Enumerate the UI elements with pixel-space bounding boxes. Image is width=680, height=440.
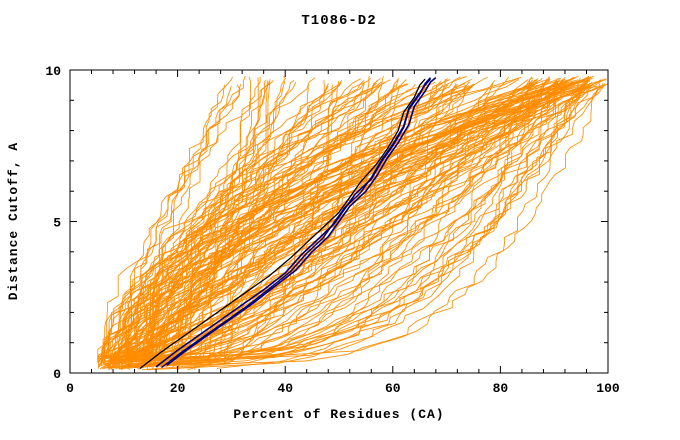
prediction-curve (175, 79, 607, 369)
prediction-curve (155, 82, 591, 366)
prediction-curve (108, 83, 329, 361)
prediction-curve (108, 81, 565, 370)
prediction-curve (149, 80, 399, 363)
prediction-curve (103, 76, 574, 368)
prediction-curve (97, 83, 608, 357)
x-tick-label: 0 (66, 381, 74, 396)
prediction-curve (99, 76, 286, 359)
prediction-curve (110, 76, 251, 362)
x-tick-label: 60 (385, 381, 401, 396)
x-tick-label: 80 (493, 381, 509, 396)
prediction-curve (119, 84, 382, 359)
y-tick-label: 10 (45, 64, 61, 79)
prediction-curve (202, 82, 585, 361)
prediction-curve (149, 76, 246, 362)
prediction-curve (98, 84, 397, 360)
prediction-curve (110, 79, 579, 368)
prediction-curve (110, 81, 562, 367)
prediction-curve (115, 84, 475, 365)
prediction-curve (102, 83, 601, 369)
prediction-curve (194, 78, 448, 370)
prediction-curve (118, 77, 259, 362)
prediction-curve (118, 81, 386, 366)
prediction-curve (102, 76, 371, 365)
prediction-curve (162, 85, 590, 362)
tick-labels: 0 20 40 60 80 100 0 5 10 (45, 64, 620, 396)
prediction-curve (142, 85, 400, 371)
prediction-curve (127, 82, 544, 358)
prediction-curve (97, 76, 522, 363)
prediction-curve (108, 76, 591, 369)
prediction-curve (112, 78, 607, 367)
prediction-curve (115, 83, 581, 367)
plot-area: 0 20 40 60 80 100 0 5 10 (45, 64, 620, 396)
prediction-curve (157, 80, 269, 359)
y-tick-label: 0 (53, 367, 61, 382)
prediction-curve (124, 86, 268, 357)
prediction-curve (146, 80, 547, 363)
prediction-curve (149, 85, 329, 367)
x-tick-label: 40 (277, 381, 293, 396)
prediction-curve (118, 81, 573, 370)
prediction-curve (162, 79, 603, 358)
x-tick-label: 20 (170, 381, 186, 396)
prediction-curve (124, 82, 365, 370)
prediction-curve (114, 82, 546, 364)
highlight-series (139, 76, 437, 370)
chart-title: T1086-D2 (301, 13, 376, 29)
prediction-curve (126, 82, 538, 360)
prediction-curve (97, 84, 225, 369)
prediction-curve (115, 82, 342, 366)
ensemble-series-orange (97, 75, 608, 371)
prediction-curve (122, 85, 467, 362)
prediction-curve (112, 82, 466, 369)
prediction-curve (183, 81, 593, 360)
highlight-curve-navy-2 (166, 76, 437, 367)
prediction-curve (141, 77, 550, 361)
y-axis-label: Distance Cutoff, A (6, 142, 21, 300)
prediction-curve (149, 85, 556, 366)
x-tick-label: 100 (596, 381, 620, 396)
prediction-curve (166, 84, 586, 370)
y-tick-label: 5 (53, 216, 61, 231)
x-axis-label: Percent of Residues (CA) (233, 407, 444, 422)
prediction-curve (114, 78, 551, 370)
prediction-curve (118, 84, 240, 362)
prediction-curve (145, 78, 559, 366)
prediction-curve (99, 81, 558, 362)
prediction-curve (147, 80, 567, 371)
prediction-curve (104, 83, 474, 362)
highlight-curve-navy-3 (161, 78, 432, 369)
axes (69, 69, 609, 374)
prediction-curve (124, 81, 436, 357)
prediction-curve (131, 85, 470, 359)
prediction-curve (216, 83, 594, 369)
prediction-curve (128, 85, 605, 361)
prediction-curve (151, 85, 562, 370)
reference-curve-black (139, 78, 426, 370)
prediction-curve (148, 76, 384, 368)
prediction-curve (187, 80, 568, 371)
prediction-curve (146, 77, 593, 361)
prediction-curve (107, 83, 365, 370)
prediction-curve (130, 85, 533, 366)
prediction-curve (143, 82, 559, 366)
prediction-curve (107, 83, 606, 369)
